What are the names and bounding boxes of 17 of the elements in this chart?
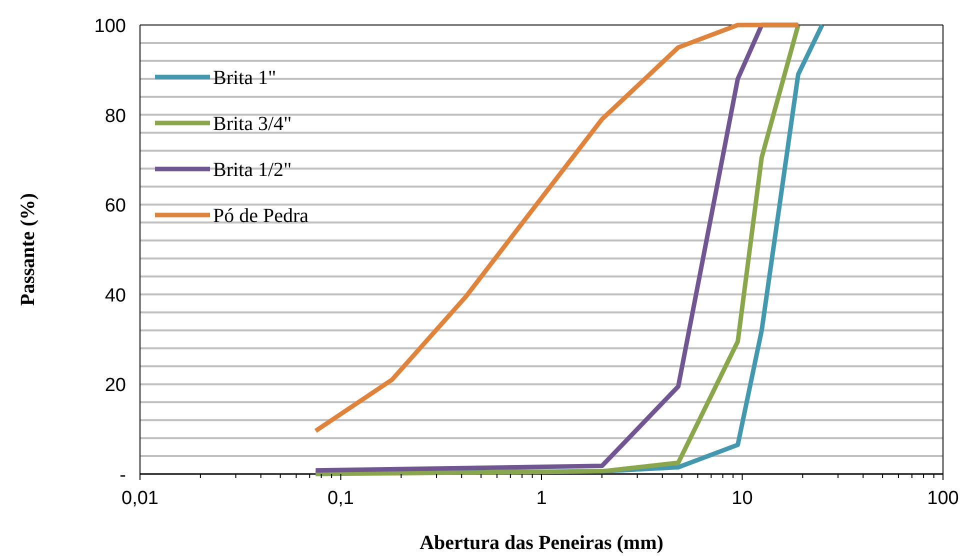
x-tick-label: 0,1 [328, 488, 354, 509]
x-axis-title: Abertura das Peneiras (mm) [420, 532, 664, 554]
x-tick-label: 10 [732, 488, 753, 509]
x-tick-label: 100 [927, 488, 959, 509]
y-tick-label: 40 [104, 285, 126, 306]
x-tick-label: 1 [536, 488, 547, 509]
legend-label: Brita 1" [213, 67, 276, 89]
legend-label: Brita 3/4" [213, 113, 292, 135]
y-tick-label: 80 [104, 106, 126, 127]
y-axis-title: Passante (%) [17, 193, 39, 306]
x-tick-label: 0,01 [122, 488, 158, 509]
y-tick-label: 100 [94, 16, 126, 37]
legend-label: Brita 1/2" [213, 159, 292, 181]
y-tick-label: 60 [104, 196, 126, 217]
y-tick-label: - [120, 465, 126, 486]
y-tick-label: 20 [104, 375, 126, 396]
legend-label: Pó de Pedra [213, 205, 309, 227]
